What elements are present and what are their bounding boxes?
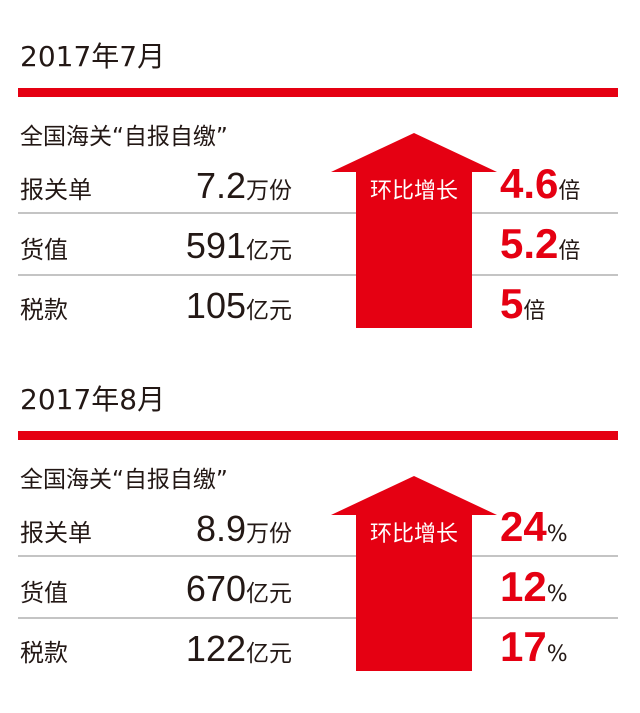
arrow-label: 环比增长 (370, 522, 458, 547)
growth-unit: 倍 (558, 179, 580, 204)
arrow-label: 环比增长 (370, 179, 458, 204)
value: 591 (186, 225, 246, 266)
row-label: 货值 (20, 579, 68, 607)
row-value: 7.2万份 (196, 165, 292, 206)
section-title: 2017年8月 (20, 383, 165, 416)
unit: 万份 (246, 178, 292, 204)
unit: 亿元 (246, 581, 292, 607)
growth-unit: 倍 (558, 239, 580, 264)
growth-value: 5.2 (500, 220, 558, 267)
growth: 5.2倍 (500, 220, 580, 267)
unit: 亿元 (246, 298, 292, 324)
value: 105 (186, 285, 246, 326)
growth-value: 24 (500, 503, 547, 550)
row-value: 591亿元 (186, 225, 292, 266)
row-value: 105亿元 (186, 285, 292, 326)
row-value: 670亿元 (186, 568, 292, 609)
row-label: 税款 (20, 639, 68, 667)
growth: 24% (500, 503, 568, 550)
row-label: 税款 (20, 296, 68, 324)
growth-unit: % (547, 522, 568, 547)
row-value: 122亿元 (186, 628, 292, 669)
growth-unit: 倍 (523, 299, 545, 324)
row-label: 货值 (20, 236, 68, 264)
subtitle: 全国海关“自报自缴” (20, 467, 228, 493)
growth: 12% (500, 563, 568, 610)
row-label: 报关单 (20, 176, 92, 204)
red-bar (18, 431, 618, 440)
growth-value: 4.6 (500, 160, 558, 207)
up-arrow (331, 133, 497, 328)
row-value: 8.9万份 (196, 508, 292, 549)
growth: 4.6倍 (500, 160, 580, 207)
growth-value: 5 (500, 280, 523, 327)
growth: 5倍 (500, 280, 545, 327)
growth-unit: % (547, 582, 568, 607)
up-arrow (331, 476, 497, 671)
growth-unit: % (547, 642, 568, 667)
growth: 17% (500, 623, 568, 670)
value: 122 (186, 628, 246, 669)
red-bar (18, 88, 618, 97)
unit: 亿元 (246, 238, 292, 264)
section-title: 2017年7月 (20, 40, 165, 73)
value: 8.9 (196, 508, 246, 549)
value: 7.2 (196, 165, 246, 206)
growth-value: 17 (500, 623, 547, 670)
subtitle: 全国海关“自报自缴” (20, 124, 228, 150)
unit: 万份 (246, 521, 292, 547)
unit: 亿元 (246, 641, 292, 667)
row-label: 报关单 (20, 519, 92, 547)
growth-value: 12 (500, 563, 547, 610)
value: 670 (186, 568, 246, 609)
